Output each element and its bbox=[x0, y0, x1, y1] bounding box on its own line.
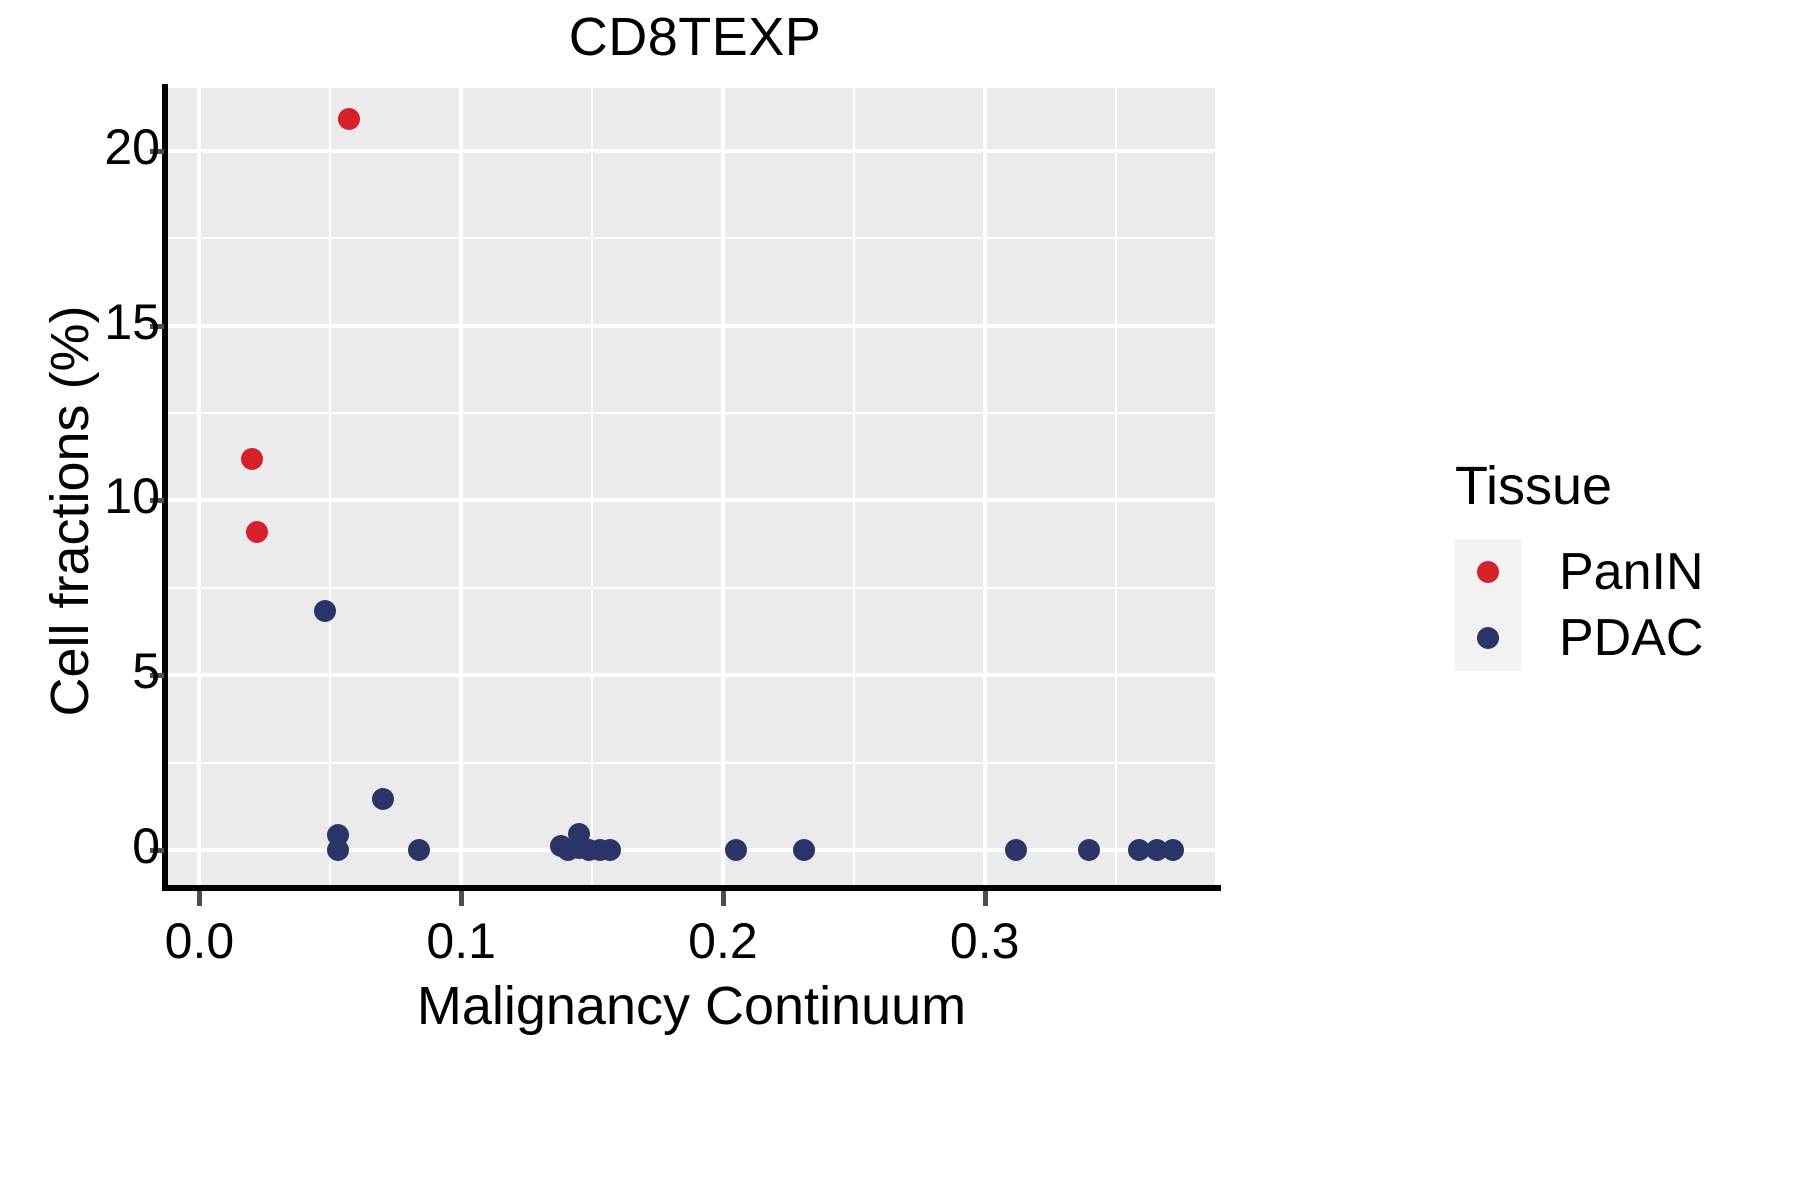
legend-key-swatch bbox=[1455, 539, 1521, 605]
gridline-x-major bbox=[459, 88, 464, 885]
data-point-panin bbox=[240, 447, 263, 470]
chart-title: CD8TEXP bbox=[568, 7, 822, 67]
data-point-pdac bbox=[724, 839, 747, 862]
x-tick-mark bbox=[720, 891, 726, 906]
gridline-x-minor bbox=[591, 88, 594, 885]
y-tick-mark bbox=[150, 323, 164, 329]
data-point-pdac bbox=[1128, 839, 1151, 862]
legend-dot-icon bbox=[1477, 627, 1499, 649]
y-axis-line bbox=[162, 84, 168, 889]
x-axis-line bbox=[162, 885, 1221, 891]
legend-item-pdac[interactable]: PDAC bbox=[1455, 605, 1785, 671]
data-point-pdac bbox=[408, 839, 431, 862]
y-tick-mark bbox=[150, 148, 164, 154]
data-point-panin bbox=[245, 520, 268, 543]
data-point-pdac bbox=[314, 599, 337, 622]
gridline-x-minor bbox=[329, 88, 332, 885]
x-tick-mark bbox=[982, 891, 988, 906]
y-tick-mark bbox=[150, 673, 164, 679]
legend: Tissue PanIN PDAC bbox=[1455, 455, 1785, 671]
x-tick-label: 0.1 bbox=[426, 913, 496, 969]
y-axis-title: Cell fractions (%) bbox=[40, 305, 100, 717]
y-tick-label: 5 bbox=[132, 643, 160, 700]
x-tick-mark bbox=[459, 891, 465, 906]
gridline-y-major bbox=[168, 323, 1215, 328]
gridline-y-major bbox=[168, 848, 1215, 853]
gridline-y-minor bbox=[168, 761, 1215, 764]
y-tick-mark bbox=[150, 848, 164, 854]
y-tick-label: 10 bbox=[104, 468, 160, 525]
gridline-x-major bbox=[197, 88, 202, 885]
gridline-y-minor bbox=[168, 237, 1215, 240]
data-point-pdac bbox=[1162, 839, 1185, 862]
data-point-panin bbox=[337, 108, 360, 131]
x-axis-title: Malignancy Continuum bbox=[416, 976, 967, 1036]
x-tick-label: 0.2 bbox=[688, 913, 758, 969]
data-point-pdac bbox=[1078, 839, 1101, 862]
x-tick-label: 0.3 bbox=[949, 913, 1020, 969]
x-tick-label: 0.0 bbox=[164, 913, 235, 969]
x-tick-mark bbox=[197, 891, 203, 906]
plot-panel bbox=[168, 88, 1215, 885]
legend-item-label: PDAC bbox=[1559, 609, 1704, 667]
gridline-y-major bbox=[168, 148, 1215, 153]
gridline-x-minor bbox=[1114, 88, 1117, 885]
data-point-pdac bbox=[599, 839, 622, 862]
gridline-y-minor bbox=[168, 586, 1215, 589]
gridline-y-major bbox=[168, 498, 1215, 503]
gridline-x-minor bbox=[852, 88, 855, 885]
y-tick-mark bbox=[150, 498, 164, 504]
legend-key-swatch bbox=[1455, 605, 1521, 671]
data-point-pdac bbox=[327, 839, 350, 862]
y-tick-label: 0 bbox=[132, 818, 160, 875]
legend-title: Tissue bbox=[1455, 456, 1613, 516]
gridline-y-major bbox=[168, 673, 1215, 678]
data-point-pdac bbox=[371, 788, 394, 811]
gridline-y-minor bbox=[168, 412, 1215, 415]
data-point-pdac bbox=[793, 839, 816, 862]
y-tick-label: 20 bbox=[104, 118, 160, 175]
legend-item-panin[interactable]: PanIN bbox=[1455, 539, 1785, 605]
legend-dot-icon bbox=[1477, 561, 1499, 583]
data-point-pdac bbox=[1005, 839, 1028, 862]
gridline-x-major bbox=[982, 88, 987, 885]
legend-items: PanIN PDAC bbox=[1455, 539, 1785, 671]
gridline-x-major bbox=[720, 88, 725, 885]
legend-item-label: PanIN bbox=[1559, 543, 1704, 601]
y-tick-label: 15 bbox=[104, 293, 160, 350]
